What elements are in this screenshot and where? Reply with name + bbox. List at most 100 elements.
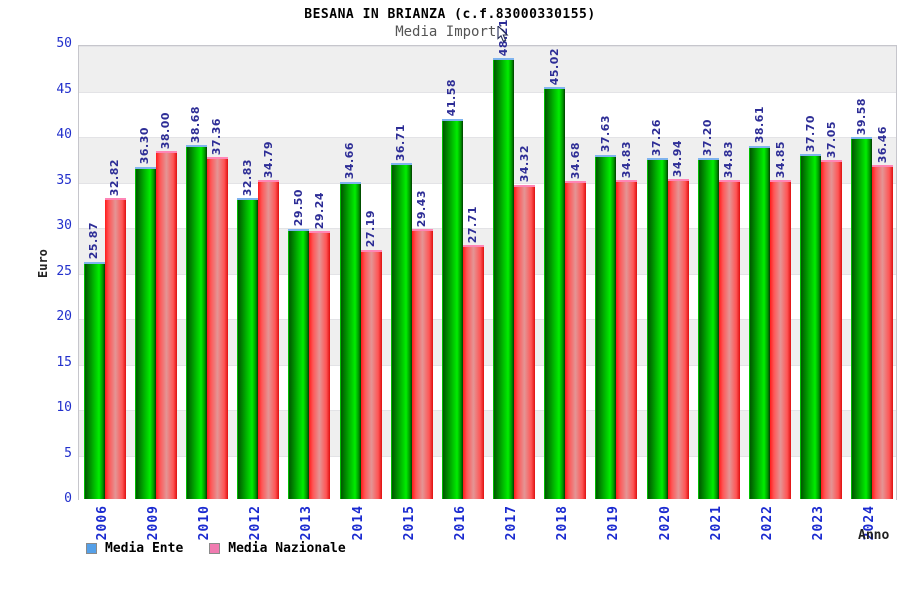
- y-tick-label: 40: [56, 127, 72, 142]
- x-tick-label: 2020: [657, 505, 673, 541]
- x-tick-label: 2018: [555, 505, 571, 541]
- bar-media-ente: [288, 228, 310, 499]
- bar-media-ente: [800, 153, 822, 499]
- bar-media-nazionale: [514, 184, 536, 499]
- bar-media-nazionale: [462, 244, 484, 499]
- bar-media-ente: [237, 198, 259, 499]
- bar-value-label: 36.71: [394, 123, 408, 161]
- x-tick-label: 2023: [811, 505, 827, 541]
- bar-value-label: 36.30: [138, 127, 152, 165]
- x-tick-label: 2013: [299, 505, 315, 541]
- bar-value-label: 29.50: [291, 189, 305, 227]
- x-tick-label: 2006: [94, 505, 110, 541]
- x-tick-label: 2016: [452, 505, 468, 541]
- x-tick-label: 2009: [145, 505, 161, 541]
- bar-value-label: 27.71: [466, 205, 480, 243]
- legend-label-media-ente: Media Ente: [105, 541, 184, 556]
- bar-value-label: 37.70: [803, 114, 817, 152]
- bar-media-nazionale: [411, 229, 433, 499]
- y-tick-label: 45: [56, 81, 72, 97]
- grid-band: [79, 46, 896, 92]
- bar-value-label: 38.68: [189, 105, 203, 144]
- x-tick-label: 2021: [708, 505, 724, 541]
- bar-value-label: 29.43: [415, 189, 429, 228]
- x-tick-label: 2012: [248, 505, 264, 541]
- bar-media-ente: [697, 158, 719, 499]
- bar-value-label: 39.58: [854, 97, 868, 135]
- bar-value-label: 34.79: [261, 141, 275, 179]
- grid-band: [79, 91, 896, 137]
- bar-value-label: 25.87: [87, 222, 101, 260]
- bar-media-nazionale: [360, 249, 382, 499]
- bar-value-label: 32.83: [240, 158, 254, 197]
- bar-media-nazionale: [206, 157, 228, 499]
- bar-value-label: 37.05: [824, 120, 838, 158]
- bar-media-nazionale: [616, 180, 638, 499]
- y-tick-label: 30: [56, 218, 72, 233]
- bar-media-nazionale: [104, 198, 126, 499]
- x-tick-label: 2014: [350, 505, 366, 541]
- bar-value-label: 34.68: [568, 142, 582, 180]
- bar-value-label: 37.26: [650, 118, 664, 156]
- bar-media-ente: [851, 136, 873, 499]
- y-tick-label: 15: [56, 354, 72, 370]
- x-tick-label: 2019: [606, 505, 622, 541]
- bar-value-label: 34.83: [619, 140, 633, 179]
- bar-media-nazionale: [155, 151, 177, 499]
- legend-swatch-media-nazionale: [209, 543, 221, 554]
- bar-media-ente: [134, 166, 156, 499]
- bar-media-ente: [390, 162, 412, 499]
- bar-value-label: 45.02: [547, 48, 561, 86]
- y-tick-label: 25: [56, 263, 72, 279]
- bar-value-label: 32.82: [108, 159, 122, 197]
- y-tick-label: 35: [56, 172, 72, 188]
- bar-media-ente: [339, 181, 361, 499]
- bar-value-label: 34.83: [722, 140, 736, 179]
- bar-media-ente: [595, 154, 617, 499]
- bar-media-nazionale: [770, 179, 792, 499]
- bar-value-label: 34.66: [343, 142, 357, 180]
- x-tick-label: 2010: [196, 505, 212, 541]
- y-tick-label: 5: [64, 445, 72, 461]
- bar-media-nazionale: [718, 180, 740, 499]
- chart-subtitle: Media Importi: [395, 24, 505, 40]
- legend-swatch-media-ente: [86, 543, 97, 554]
- bar-media-nazionale: [667, 179, 689, 499]
- y-tick-label: 0: [64, 491, 72, 506]
- bar-media-ente: [646, 157, 668, 499]
- bar-media-nazionale: [258, 180, 280, 499]
- bar-media-nazionale: [821, 159, 843, 499]
- x-axis-title: Anno: [858, 528, 890, 543]
- bar-value-label: 27.19: [364, 210, 378, 248]
- bar-value-label: 41.58: [445, 79, 459, 117]
- bar-value-label: 38.00: [159, 111, 173, 150]
- bar-media-ente: [441, 118, 463, 499]
- bar-media-nazionale: [565, 181, 587, 499]
- y-tick-label: 50: [56, 36, 72, 51]
- chart-title: BESANA IN BRIANZA (c.f.83000330155): [304, 7, 596, 22]
- legend-label-media-nazionale: Media Nazionale: [228, 541, 346, 556]
- bar-media-nazionale: [872, 165, 894, 499]
- bar-media-ente: [185, 145, 207, 499]
- legend: Media Ente Media Nazionale: [86, 541, 346, 556]
- bar-media-ente: [83, 261, 105, 499]
- bar-value-label: 34.32: [517, 145, 531, 183]
- bar-value-label: 37.20: [701, 119, 715, 157]
- y-tick-label: 20: [56, 309, 72, 324]
- y-tick-label: 10: [56, 400, 72, 415]
- bar-media-ente: [493, 58, 515, 499]
- bar-media-ente: [749, 145, 771, 499]
- bar-value-label: 38.61: [752, 106, 766, 144]
- plot-area: 25.87 32.82 36.30 38.00 38.68 37.36 32.83 34.79…: [78, 19, 897, 501]
- x-tick-label: 2022: [760, 505, 776, 541]
- bar-media-ente: [544, 87, 566, 499]
- bar-value-label: 34.85: [773, 140, 787, 178]
- bar-value-label: 37.36: [210, 117, 224, 156]
- bar-value-label: 29.24: [312, 191, 326, 229]
- mouse-cursor-icon: [497, 26, 509, 43]
- x-tick-label: 2017: [504, 505, 520, 541]
- bar-media-nazionale: [309, 230, 331, 499]
- bar-value-label: 36.46: [875, 125, 889, 164]
- bar-value-label: 34.94: [671, 139, 685, 178]
